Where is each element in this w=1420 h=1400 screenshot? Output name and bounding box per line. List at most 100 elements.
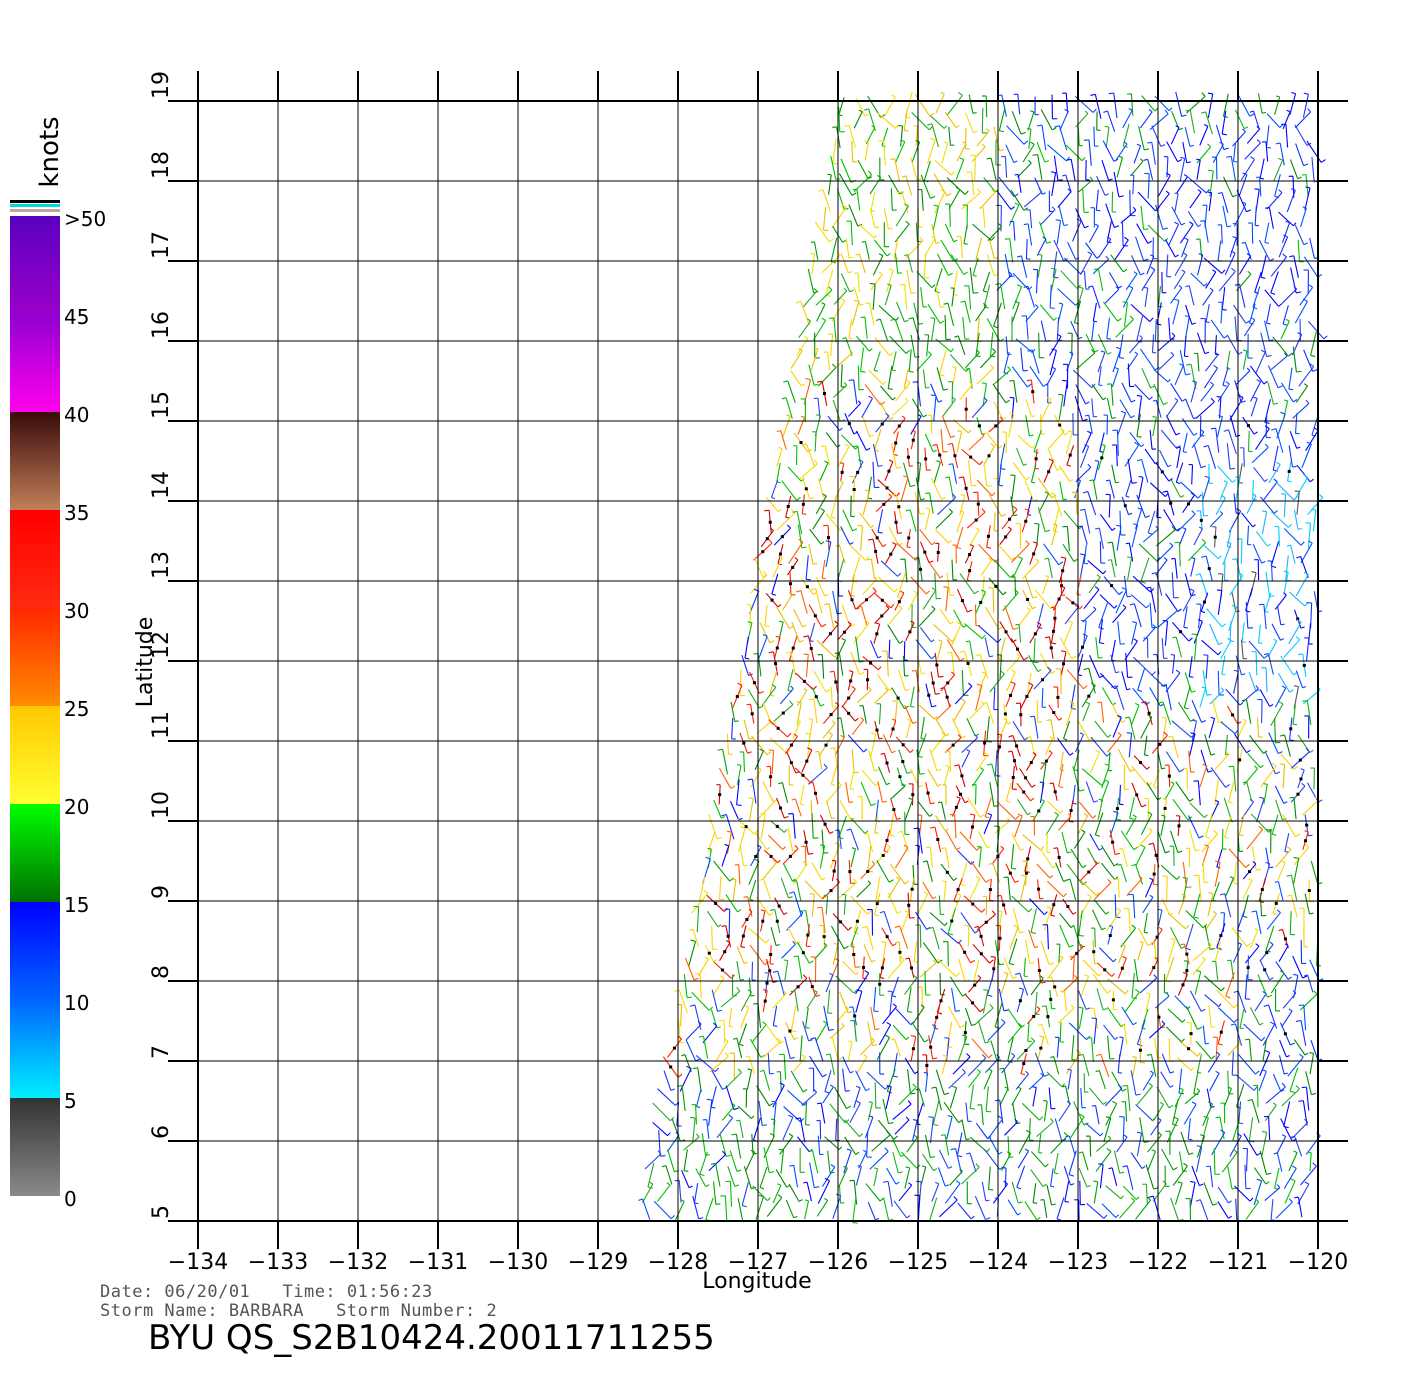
wind-barb — [1255, 425, 1270, 450]
wind-barb — [853, 445, 862, 469]
wind-barb — [876, 674, 893, 691]
wind-barb — [1001, 1052, 1016, 1074]
wind-barb — [755, 1194, 764, 1221]
lat-tick-label: 11 — [149, 711, 174, 739]
wind-barb — [1293, 1039, 1309, 1056]
wind-barb — [695, 1168, 710, 1188]
wind-barb — [1182, 876, 1188, 902]
wind-barb — [1176, 446, 1181, 469]
wind-barb — [1280, 1022, 1295, 1046]
wind-barb — [851, 299, 860, 326]
wind-barb — [1117, 955, 1127, 979]
wind-barb — [850, 574, 856, 597]
wind-barb — [807, 763, 828, 785]
wind-barb — [1047, 447, 1062, 471]
wind-barb — [888, 605, 903, 625]
wind-barb — [1206, 1088, 1215, 1108]
wind-barb — [1179, 156, 1186, 181]
wind-barb — [873, 592, 895, 609]
wind-barb — [763, 849, 781, 864]
wind-barb — [1172, 636, 1183, 658]
wind-barb — [1247, 430, 1253, 453]
wind-barb — [1023, 223, 1033, 246]
wind-barb — [790, 1005, 797, 1033]
wind-barb — [1048, 492, 1063, 517]
wind-barb — [964, 127, 970, 150]
wind-barb — [873, 622, 881, 644]
wind-barb — [968, 527, 980, 547]
wind-barb — [749, 944, 769, 966]
wind-barb — [996, 543, 1016, 561]
wind-barb — [1139, 974, 1158, 994]
wind-barb — [973, 959, 980, 984]
wind-barb — [1096, 988, 1108, 1011]
wind-barb — [832, 226, 847, 243]
wind-barb — [783, 380, 796, 403]
wind-barb — [683, 973, 692, 999]
wind-barb — [1241, 512, 1256, 528]
wind-barb — [752, 1185, 771, 1202]
wind-barb — [936, 253, 953, 276]
wind-barb — [1188, 750, 1195, 773]
wind-barb — [1294, 413, 1300, 435]
wind-barb — [1033, 429, 1042, 454]
wind-barb — [912, 1004, 925, 1024]
wind-barb — [1162, 875, 1168, 901]
wind-barb — [1185, 1198, 1192, 1222]
wind-barb — [871, 1130, 891, 1152]
wind-barb — [1007, 1136, 1014, 1158]
wind-barb — [889, 813, 895, 837]
wind-barb — [662, 1056, 683, 1078]
wind-barb — [1218, 301, 1223, 324]
wind-barb — [850, 817, 869, 834]
wind-barb — [817, 1177, 831, 1204]
wind-barb — [1270, 511, 1292, 528]
wind-barb — [1051, 606, 1057, 629]
wind-barb — [1006, 669, 1016, 692]
wind-barb — [1305, 1071, 1317, 1096]
wind-barb — [1038, 491, 1050, 513]
wind-barb — [1072, 784, 1077, 805]
wind-barb — [1145, 877, 1154, 898]
wind-barb — [1152, 415, 1157, 437]
wind-barb — [882, 734, 896, 754]
lat-tick-label: 12 — [149, 631, 174, 659]
wind-barb — [1086, 1202, 1108, 1219]
lat-tick-label: 16 — [149, 311, 174, 339]
wind-barb — [1040, 1198, 1048, 1218]
wind-barb — [1278, 1055, 1288, 1075]
wind-barb — [1152, 863, 1158, 886]
y-axis-label: Latitude — [133, 617, 158, 708]
wind-barb — [787, 669, 794, 693]
wind-barb — [683, 1133, 700, 1151]
wind-barb — [922, 881, 937, 900]
lon-tick-label: −131 — [408, 1250, 468, 1275]
wind-barb — [1305, 522, 1312, 549]
wind-barb — [1184, 672, 1196, 693]
wind-barb — [964, 285, 972, 310]
wind-barb — [850, 495, 855, 518]
colorbar-unit-label: knots — [35, 116, 65, 187]
wind-barb — [1202, 1101, 1214, 1126]
wind-barb — [915, 911, 931, 930]
wind-barb — [744, 636, 750, 660]
product-title: BYU QS_S2B10424.20011711255 — [148, 1318, 715, 1358]
wind-barb — [1050, 894, 1058, 917]
wind-barb — [1041, 687, 1046, 708]
wind-barb — [906, 1134, 918, 1153]
wind-barb — [1038, 1133, 1043, 1154]
wind-barb — [1065, 144, 1086, 162]
wind-barb — [1059, 108, 1069, 131]
wind-barb — [774, 897, 788, 916]
wind-barb — [1282, 814, 1301, 838]
wind-barb — [879, 958, 886, 979]
colorbar-band — [10, 1000, 60, 1098]
lon-tick-label: −122 — [1128, 1250, 1188, 1275]
wind-barb — [1136, 458, 1149, 483]
wind-barb — [1147, 1131, 1162, 1153]
wind-barb — [956, 510, 965, 533]
wind-barb — [834, 480, 844, 500]
wind-barb — [1189, 802, 1208, 819]
wind-barb — [693, 905, 700, 933]
wind-barb — [961, 188, 981, 210]
